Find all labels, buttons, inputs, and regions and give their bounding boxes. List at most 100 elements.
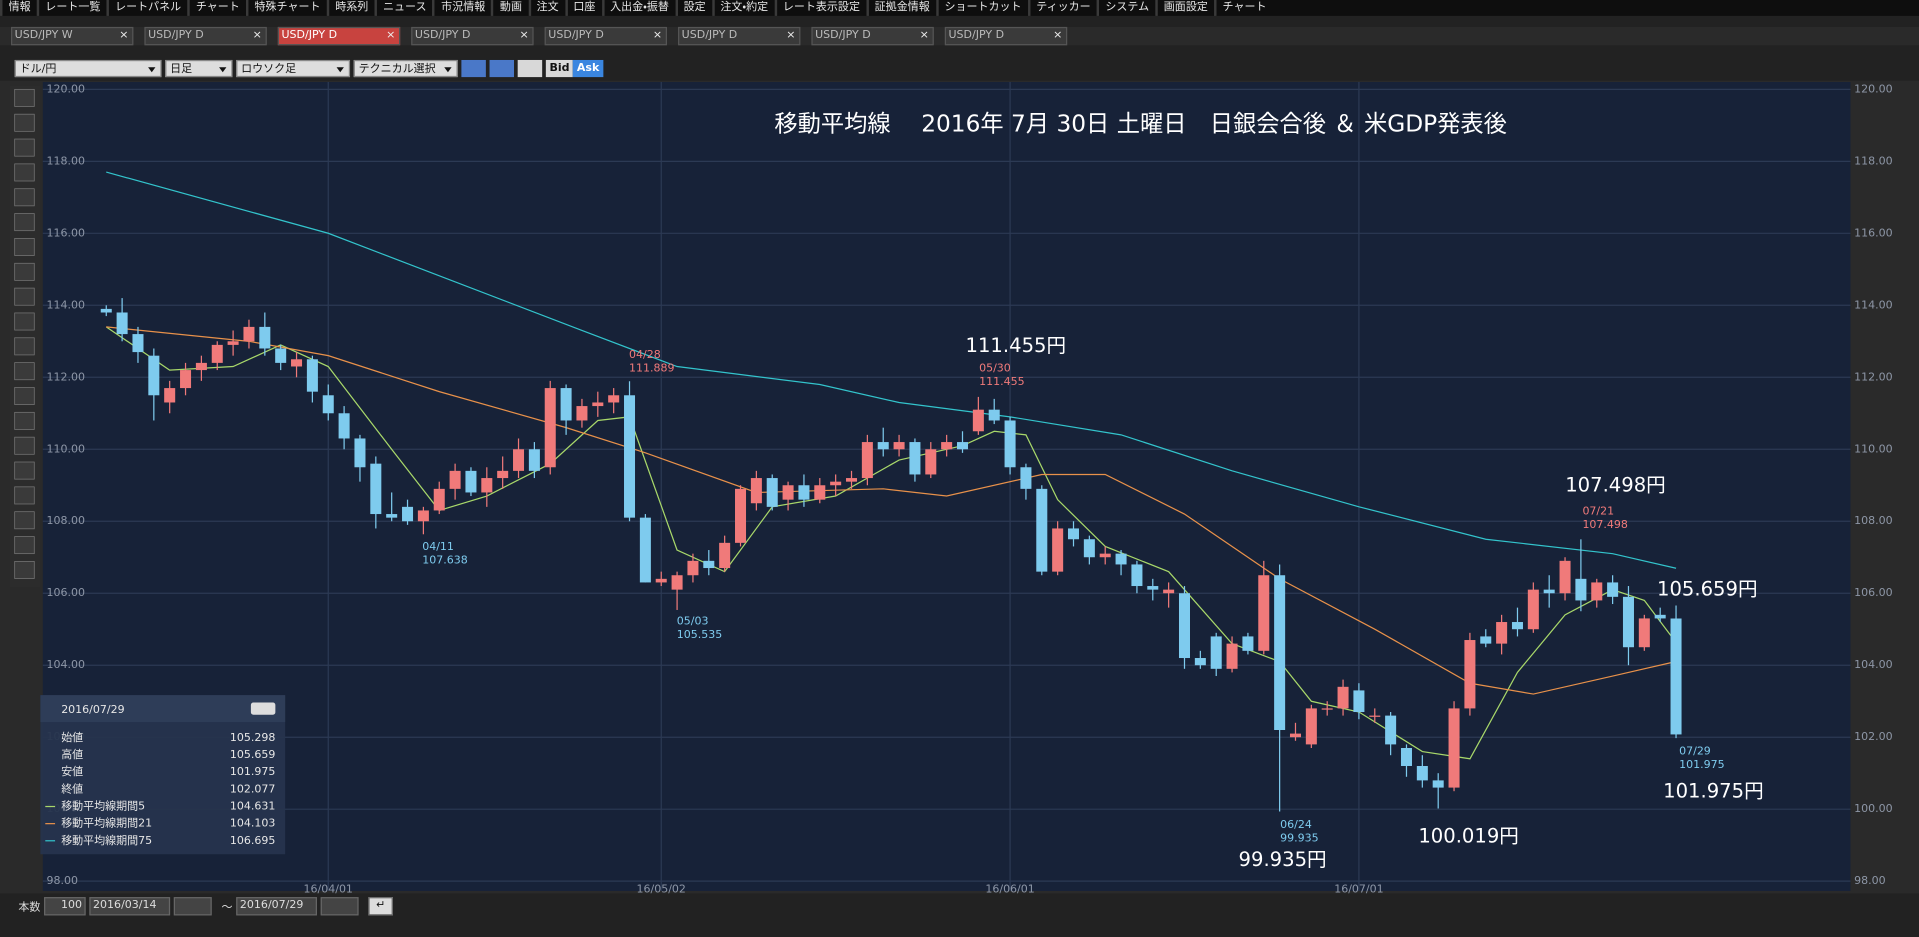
tab-label: USD/JPY D	[548, 29, 604, 42]
tab[interactable]: USD/JPY D ×	[678, 26, 801, 46]
candle-body	[925, 449, 937, 475]
price-annotation: 100.019円	[1418, 825, 1519, 848]
menu-item[interactable]: 動画	[491, 0, 528, 16]
period-select[interactable]: 日足	[165, 59, 233, 77]
pair-select[interactable]: ドル/円	[14, 59, 162, 77]
tool-icon	[14, 262, 35, 281]
pair-text: ドル/円	[19, 63, 57, 76]
menu-item[interactable]: レート一覧	[36, 0, 107, 16]
menu-item[interactable]: 市況情報	[432, 0, 492, 16]
menu-item[interactable]: システム	[1096, 0, 1155, 16]
apply-button[interactable]: ↵	[368, 896, 393, 915]
candle-body	[528, 449, 540, 471]
tool-icon	[14, 436, 35, 455]
ma-line	[106, 326, 1677, 695]
menu-item[interactable]: 情報	[0, 0, 37, 16]
ask-button[interactable]: Ask	[573, 59, 603, 77]
menu-item[interactable]: 時系列	[326, 0, 375, 16]
candle-body	[306, 359, 318, 392]
tab[interactable]: USD/JPY D ×	[811, 26, 934, 46]
y-tick-label: 120.00	[47, 82, 85, 95]
candle-body	[1654, 614, 1666, 619]
chart-button[interactable]	[517, 59, 543, 77]
menu-item[interactable]: レートパネル	[106, 0, 188, 16]
menu-item[interactable]: レート表示設定	[774, 0, 866, 16]
to-time[interactable]	[320, 896, 359, 915]
tab[interactable]: USD/JPY D ×	[411, 26, 534, 46]
menu-item[interactable]: ショートカット	[935, 0, 1028, 16]
candle-body	[338, 413, 350, 439]
candle-body	[766, 478, 778, 507]
pen-button[interactable]	[461, 59, 486, 77]
tab-close[interactable]: ×	[652, 29, 663, 42]
candle-body	[291, 359, 303, 367]
candle-body	[1178, 593, 1191, 659]
tab-label: USD/JPY D	[948, 29, 1005, 42]
candle-body	[322, 395, 334, 414]
info-button[interactable]	[489, 59, 515, 77]
candle-body	[544, 388, 556, 468]
tab-close[interactable]: ×	[786, 29, 796, 42]
point-date-label: 07/21	[1582, 505, 1614, 518]
candle-body	[275, 348, 287, 363]
tab-label: USD/JPY D	[815, 29, 871, 42]
tab-close[interactable]: ×	[252, 29, 262, 42]
candle-body	[1036, 488, 1048, 572]
menu-item[interactable]: チャート	[1213, 0, 1273, 16]
technical-select[interactable]: テクニカル選択	[353, 59, 458, 77]
candle-body	[735, 488, 747, 543]
menu-item[interactable]: チャート	[187, 0, 246, 16]
tool-icon	[14, 561, 35, 579]
tool-icon	[14, 113, 35, 132]
menu-item[interactable]: 特殊チャート	[245, 0, 327, 16]
y-tick-label-right: 120.00	[1854, 82, 1893, 95]
tab-close[interactable]: ×	[386, 29, 396, 42]
menu-item[interactable]: 証拠金情報	[866, 0, 936, 16]
tab-close[interactable]: ×	[519, 29, 529, 42]
ma-line	[106, 171, 1677, 569]
tool-icon	[14, 163, 35, 182]
menu-item[interactable]: 入出金・振替	[601, 0, 676, 16]
candle-body	[1210, 636, 1222, 669]
from-time[interactable]	[173, 896, 212, 915]
candle-body	[941, 442, 953, 450]
tab-close[interactable]: ×	[119, 29, 129, 42]
candle-body	[195, 362, 207, 371]
menu-item[interactable]: ニュース	[374, 0, 432, 16]
candle-body	[1321, 708, 1333, 710]
point-value-label: 107.638	[422, 554, 468, 567]
tab[interactable]: USD/JPY D ×	[277, 26, 401, 46]
candle-body	[497, 470, 509, 479]
candle-body	[1464, 640, 1476, 709]
menu-item[interactable]: ティッカー	[1027, 0, 1097, 16]
menu-item[interactable]: 口座	[564, 0, 602, 16]
tab[interactable]: USD/JPY D ×	[944, 26, 1068, 46]
menu-item[interactable]: 画面設定	[1155, 0, 1214, 16]
y-tick-label-right: 104.00	[1854, 658, 1893, 671]
bid-button[interactable]: Bid	[545, 59, 574, 77]
count-field[interactable]: 100	[44, 896, 86, 915]
y-tick-label: 106.00	[47, 586, 85, 599]
from-field[interactable]: 2016/03/14	[89, 896, 171, 915]
menu-item[interactable]: 注文・約定	[711, 0, 774, 16]
tab[interactable]: USD/JPY W ×	[11, 26, 134, 46]
style-select[interactable]: ロウソク足	[236, 59, 351, 77]
candle-body	[1622, 596, 1634, 648]
info-panel-buttons[interactable]	[250, 702, 276, 715]
tab-label: USD/JPY W	[14, 29, 73, 42]
tab-close[interactable]: ×	[919, 29, 929, 42]
to-field[interactable]: 2016/07/29	[236, 896, 318, 915]
menu-item[interactable]: 設定	[675, 0, 712, 16]
tab[interactable]: USD/JPY D ×	[544, 26, 667, 46]
candle-body	[1242, 636, 1254, 651]
tool-icon	[14, 486, 35, 505]
tab-close[interactable]: ×	[1053, 29, 1063, 42]
legend-label: 移動平均線期間75	[61, 833, 152, 847]
point-date-label: 04/28	[629, 348, 661, 361]
tab[interactable]: USD/JPY D ×	[144, 26, 267, 46]
candle-body	[1004, 420, 1016, 468]
menu-item[interactable]: 注文	[528, 0, 565, 16]
candle-body	[1575, 578, 1587, 601]
tool-icon	[14, 138, 35, 157]
y-tick-label-right: 106.00	[1854, 586, 1893, 599]
